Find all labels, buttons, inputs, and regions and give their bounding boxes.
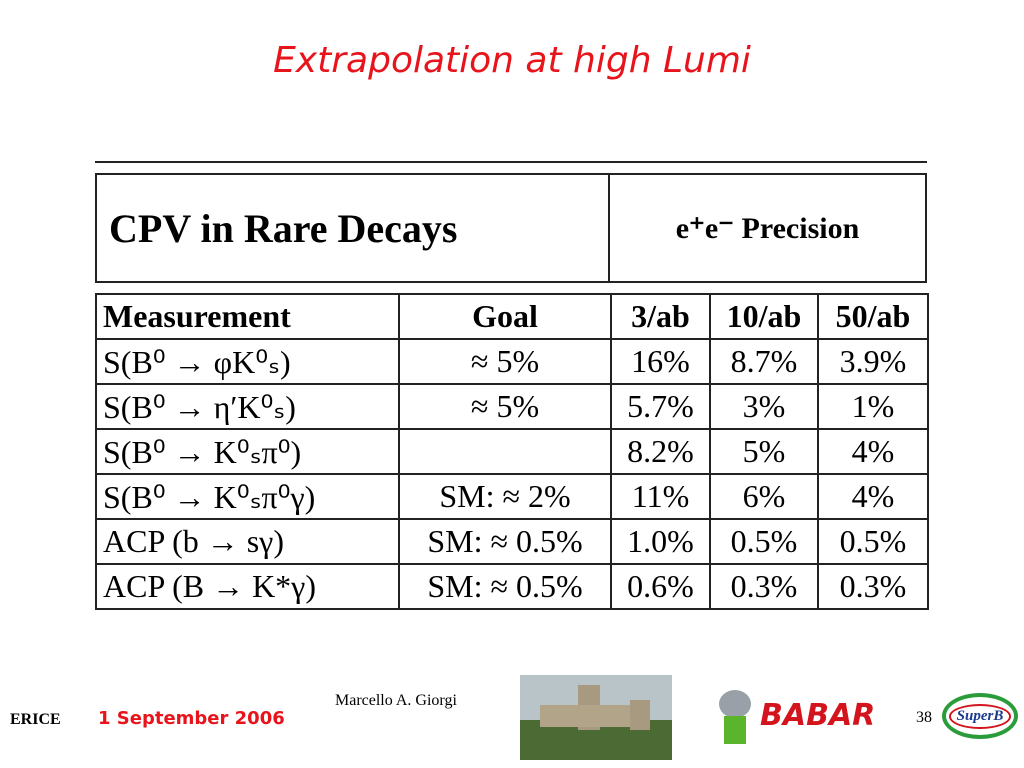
table-cell: 6% [709, 473, 819, 520]
table-cell: SM: ≈ 0.5% [398, 518, 612, 565]
table-cell: 3% [709, 383, 819, 430]
table-cell: 5.7% [610, 383, 711, 430]
table-cell: 0.5% [709, 518, 819, 565]
table-cell: 11% [610, 473, 711, 520]
header-right: e⁺e⁻ Precision [675, 211, 860, 245]
table-row: ACP (B → K*γ) SM: ≈ 0.5% 0.6% 0.3% 0.3% [95, 563, 929, 610]
table-cell: 1% [817, 383, 929, 430]
table-cell [398, 428, 612, 475]
column-header: Measurement [95, 293, 400, 340]
table-cell: S(B⁰ → K⁰ₛπ⁰γ) [95, 473, 400, 520]
table-header: CPV in Rare Decays e⁺e⁻ Precision [95, 173, 927, 283]
table-row: S(B⁰ → K⁰ₛπ⁰γ) SM: ≈ 2% 11% 6% 4% [95, 473, 929, 520]
slide-title: Extrapolation at high Lumi [273, 40, 751, 81]
table-cell: SM: ≈ 0.5% [398, 563, 612, 610]
elephant-icon [719, 690, 751, 744]
table-cell: ≈ 5% [398, 383, 612, 430]
page-number: 38 [916, 709, 932, 726]
table-cell: 8.2% [610, 428, 711, 475]
table-cell: 1.0% [610, 518, 711, 565]
table-cell: 0.3% [709, 563, 819, 610]
table-row: S(B⁰ → η′K⁰ₛ) ≈ 5% 5.7% 3% 1% [95, 383, 929, 430]
table: Measurement Goal 3/ab 10/ab 50/ab S(B⁰ → φK⁰ₛ… [95, 293, 929, 610]
table-cell: 16% [610, 338, 711, 385]
babar-logo: BABAR [760, 698, 876, 733]
footer-left: ERICE [10, 711, 61, 728]
table-cell: SM: ≈ 2% [398, 473, 612, 520]
table-cell: ACP (B → K*γ) [95, 563, 400, 610]
superb-text: SuperB [948, 703, 1012, 729]
table-row: S(B⁰ → K⁰ₛπ⁰) 8.2% 5% 4% [95, 428, 929, 475]
table-cell: ≈ 5% [398, 338, 612, 385]
table-cell: 4% [817, 428, 929, 475]
table-cell: ACP (b → sγ) [95, 518, 400, 565]
table-cell: 4% [817, 473, 929, 520]
footer-author: Marcello A. Giorgi [335, 692, 457, 709]
table-row: S(B⁰ → φK⁰ₛ) ≈ 5% 16% 8.7% 3.9% [95, 338, 929, 385]
table-cell: 0.5% [817, 518, 929, 565]
table-cell: 3.9% [817, 338, 929, 385]
table-cell: 0.6% [610, 563, 711, 610]
table-cell: 5% [709, 428, 819, 475]
table-cell: S(B⁰ → φK⁰ₛ) [95, 338, 400, 385]
table-cell: S(B⁰ → η′K⁰ₛ) [95, 383, 400, 430]
column-header: 3/ab [610, 293, 711, 340]
column-header: 50/ab [817, 293, 929, 340]
table-cell: S(B⁰ → K⁰ₛπ⁰) [95, 428, 400, 475]
table-cell: 0.3% [817, 563, 929, 610]
table-cell: 8.7% [709, 338, 819, 385]
rule [95, 161, 927, 163]
footer-date: 1 September 2006 [98, 708, 285, 729]
header-left: CPV in Rare Decays [97, 175, 610, 281]
header-row: Measurement Goal 3/ab 10/ab 50/ab [95, 293, 929, 340]
superb-logo: SuperB [942, 693, 1018, 739]
table-row: ACP (b → sγ) SM: ≈ 0.5% 1.0% 0.5% 0.5% [95, 518, 929, 565]
column-header: Goal [398, 293, 612, 340]
castle-photo [520, 675, 672, 760]
column-header: 10/ab [709, 293, 819, 340]
